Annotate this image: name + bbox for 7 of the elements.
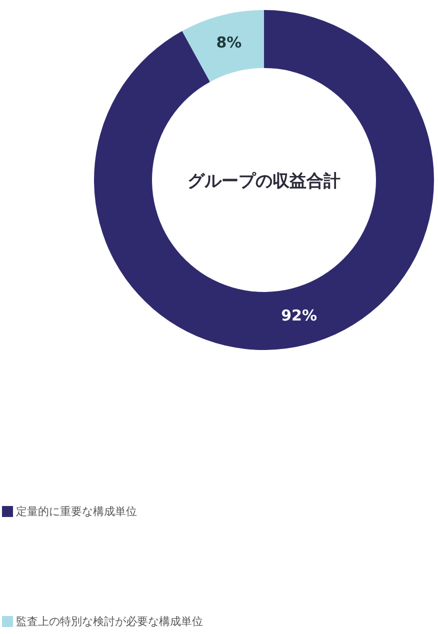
text: グループの収益合計 [188, 172, 340, 192]
donut-slice [182, 10, 264, 82]
data-label: 92% [281, 306, 318, 325]
data-label: 8% [216, 34, 242, 52]
legend-label: 定量的に重要な構成単位 [16, 505, 137, 518]
donut-slice [94, 10, 434, 350]
legend-label: 監査上の特別な検討が必要な構成単位 [16, 615, 203, 628]
